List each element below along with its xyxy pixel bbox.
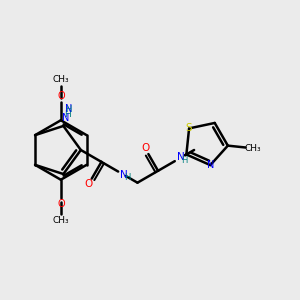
- Text: O: O: [57, 199, 64, 209]
- Text: H: H: [182, 157, 188, 166]
- Text: H: H: [124, 173, 130, 182]
- Text: H: H: [65, 105, 71, 114]
- Text: H: H: [64, 110, 70, 119]
- Text: CH₃: CH₃: [52, 216, 69, 225]
- Text: O: O: [84, 179, 93, 189]
- Text: O: O: [57, 91, 64, 101]
- Text: N: N: [207, 160, 214, 170]
- Text: N: N: [65, 104, 72, 114]
- Text: S: S: [186, 123, 192, 134]
- Text: O: O: [141, 143, 149, 153]
- Text: N: N: [120, 170, 128, 180]
- Text: CH₃: CH₃: [52, 75, 69, 84]
- Text: N: N: [177, 152, 185, 162]
- Text: N: N: [62, 113, 70, 123]
- Text: CH₃: CH₃: [245, 144, 261, 153]
